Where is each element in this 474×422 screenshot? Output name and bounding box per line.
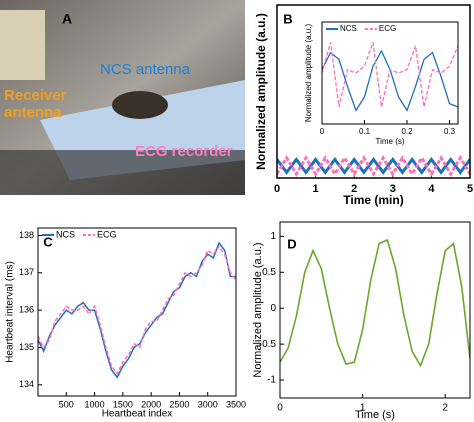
x-axis-label: Time (s): [355, 409, 395, 421]
plot-area: [280, 222, 470, 398]
receiver-antenna-label: antenna: [4, 104, 62, 121]
x-tick-label: 3: [390, 183, 396, 195]
legend-label: ECG: [379, 24, 396, 33]
x-tick-label: 0.2: [401, 127, 413, 136]
x-tick-label: 0: [274, 183, 280, 195]
y-tick-label: 136: [19, 305, 34, 315]
x-tick-label: 500: [59, 399, 74, 409]
y-tick-label: 134: [19, 379, 34, 389]
x-tick-label: 1000: [85, 399, 105, 409]
axes-frame: [37, 227, 237, 397]
y-tick-label: 1: [270, 231, 276, 242]
y-tick-label: 138: [19, 230, 34, 240]
panel-label: A: [62, 11, 72, 27]
mouse: [112, 91, 168, 119]
axes-frame: [279, 221, 471, 399]
series-line: [322, 42, 458, 108]
y-tick-label: -0.5: [259, 339, 277, 350]
ncs-antenna-label: NCS antenna: [100, 61, 191, 78]
x-tick-label: 3000: [198, 399, 218, 409]
x-tick-label: 5: [467, 183, 473, 195]
ecg-recorder-label: ECG recorder: [135, 143, 233, 160]
series-line: [280, 238, 470, 368]
axes-frame: [276, 4, 471, 179]
receiver-antenna-shape: [0, 10, 45, 80]
axes-frame: [321, 21, 459, 125]
panel-label: C: [43, 234, 53, 249]
plot-area: [38, 228, 236, 396]
x-axis-label: Heartbeat index: [102, 409, 173, 420]
x-axis-label: Time (s): [375, 137, 404, 146]
panel-label: D: [287, 236, 296, 251]
x-tick-label: 0: [277, 403, 283, 414]
legend-label: NCS: [56, 229, 75, 239]
y-axis-label: Normalized amplitude (a.u.): [304, 24, 313, 123]
y-axis-label: Normalized amplitude (a.u.): [254, 13, 268, 170]
x-tick-label: 1: [360, 403, 366, 414]
y-tick-label: 0.5: [262, 267, 276, 278]
series-line: [38, 245, 236, 376]
photo-panel: A NCS antenna Receiver antenna ECG recor…: [0, 0, 245, 195]
x-tick-label: 2: [351, 183, 357, 195]
x-tick-label: 1: [313, 183, 319, 195]
legend-label: NCS: [340, 24, 357, 33]
y-tick-label: -1: [267, 375, 276, 386]
y-axis-label: Normalized amplitude (a.u.): [252, 242, 264, 377]
series-line: [277, 154, 470, 177]
y-tick-label: 0: [270, 303, 276, 314]
x-tick-label: 2500: [169, 399, 189, 409]
x-tick-label: 2000: [141, 399, 161, 409]
bench: [0, 150, 245, 195]
legend-label: ECG: [97, 229, 117, 239]
x-tick-label: 2: [442, 403, 448, 414]
y-axis-label: Heartbeat interval (ms): [5, 261, 16, 363]
x-tick-label: 0.1: [359, 127, 371, 136]
x-tick-label: 0.3: [444, 127, 456, 136]
y-tick-label: 135: [19, 342, 34, 352]
x-tick-label: 1500: [113, 399, 133, 409]
series-line: [277, 156, 470, 175]
x-tick-label: 3500: [226, 399, 246, 409]
x-tick-label: 4: [428, 183, 435, 195]
x-tick-label: 0: [320, 127, 325, 136]
x-axis-label: Time (min): [343, 193, 403, 207]
receiver-antenna-label: Receiver: [4, 87, 67, 104]
plot-area: [322, 22, 458, 124]
y-tick-label: 137: [19, 267, 34, 277]
panel-label: B: [283, 11, 292, 26]
